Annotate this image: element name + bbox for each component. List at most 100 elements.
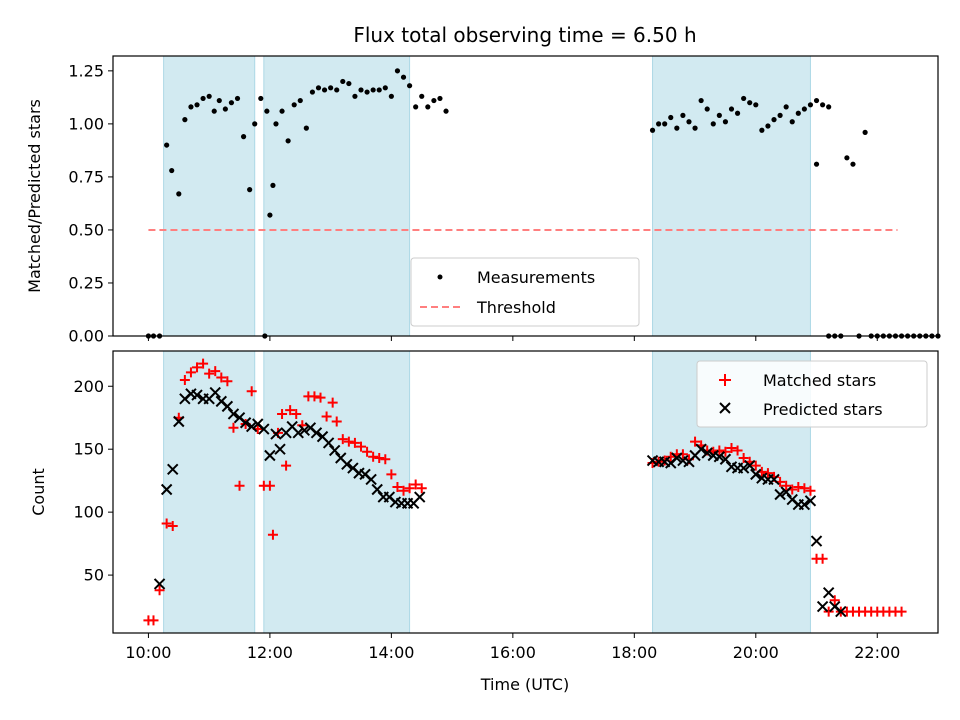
- top-legend: Measurements Threshold: [410, 257, 640, 327]
- y-tick-label: 1.25: [68, 61, 104, 80]
- predicted-point: [695, 443, 707, 455]
- bottom-panel: 50 100 150 200 10:00 12:00 14:00 16:00 18:00 20:…: [29, 350, 939, 694]
- matched-point: [167, 520, 178, 531]
- measurement-point: [188, 104, 194, 110]
- y-tick-label: 50: [84, 566, 104, 585]
- bottom-marks: [143, 358, 907, 626]
- x-tick-label: 16:00: [490, 643, 536, 662]
- predicted-point: [798, 498, 811, 511]
- matched-point: [726, 442, 737, 453]
- shaded-interval: [163, 350, 256, 634]
- predicted-point: [804, 495, 817, 507]
- top-y-axis-title: Matched/Predicted stars: [25, 99, 44, 293]
- y-tick-label: 100: [73, 503, 104, 522]
- bottom-y-axis-title: Count: [29, 468, 48, 516]
- measurement-point: [321, 87, 328, 93]
- measurement-point: [692, 125, 698, 131]
- measurement-point: [826, 104, 832, 110]
- measurement-point: [795, 110, 801, 116]
- predicted-point: [310, 427, 323, 439]
- measurement-point: [443, 108, 449, 114]
- predicted-point: [209, 386, 221, 399]
- measurement-point: [850, 161, 856, 167]
- measurement-point: [176, 191, 182, 197]
- matched-point: [154, 585, 165, 596]
- matched-point: [392, 481, 403, 492]
- predicted-point: [713, 451, 726, 463]
- matched-point: [781, 480, 792, 491]
- measurement-point: [662, 121, 668, 127]
- measurement-point: [710, 121, 716, 127]
- x-tick-label: 20:00: [733, 643, 779, 662]
- y-tick-label: 150: [73, 440, 104, 459]
- matched-point: [805, 485, 816, 496]
- y-tick-label: 0.75: [68, 167, 104, 186]
- bottom-y-ticks: 50 100 150 200: [73, 377, 113, 585]
- matched-point: [732, 445, 743, 456]
- measurement-point: [240, 134, 247, 140]
- measurement-point: [419, 93, 425, 99]
- matched-point: [690, 436, 701, 447]
- measurement-point: [291, 102, 297, 108]
- measurement-point: [273, 121, 279, 127]
- measurement-point: [328, 85, 334, 91]
- predicted-point: [245, 420, 258, 433]
- y-tick-label: 0.25: [68, 273, 104, 292]
- measurement-point: [400, 74, 407, 80]
- predicted-point: [737, 462, 750, 474]
- x-tick-label: 10:00: [125, 643, 171, 662]
- measurement-point: [394, 68, 401, 74]
- matched-point: [161, 518, 172, 529]
- y-tick-label: 0.00: [68, 327, 104, 346]
- top-y-ticks: 0.00 0.25 0.50 0.75 1.00 1.25: [68, 61, 113, 346]
- measurement-point: [334, 87, 340, 93]
- measurement-point: [297, 97, 303, 104]
- measurement-point: [771, 117, 777, 123]
- measurement-point: [789, 119, 795, 125]
- predicted-point: [322, 437, 335, 449]
- measurement-point: [303, 125, 309, 131]
- measurement-point: [169, 167, 175, 174]
- matched-point: [410, 479, 421, 490]
- matched-point: [315, 392, 326, 403]
- bottom-legend-box: [696, 360, 928, 428]
- measurement-point: [686, 119, 692, 125]
- matched-point: [368, 451, 379, 462]
- predicted-point: [153, 578, 166, 590]
- measurement-point: [228, 100, 235, 106]
- matched-point: [829, 595, 840, 606]
- shaded-interval: [652, 55, 811, 337]
- bottom-x-ticks: 10:00 12:00 14:00 16:00 18:00 20:00 22:00: [125, 633, 900, 662]
- measurement-point: [413, 104, 419, 110]
- legend-matched-label: Matched stars: [763, 371, 876, 390]
- measurement-point: [431, 97, 437, 104]
- matched-point: [327, 397, 338, 408]
- matched-point: [398, 485, 409, 496]
- measurement-point: [247, 187, 253, 193]
- matched-point: [416, 483, 427, 494]
- measurement-point: [270, 182, 276, 188]
- matched-point: [380, 454, 391, 465]
- predicted-point: [341, 458, 353, 471]
- measurement-point: [315, 85, 322, 91]
- matched-point: [216, 372, 227, 383]
- predicted-point: [221, 400, 234, 413]
- measurement-point: [376, 87, 382, 93]
- predicted-point: [744, 459, 756, 472]
- matched-point: [267, 529, 278, 540]
- matched-point: [321, 411, 332, 422]
- matched-point: [281, 460, 292, 471]
- matched-point: [192, 362, 203, 373]
- measurement-point: [211, 108, 217, 114]
- measurement-point: [388, 93, 394, 99]
- measurement-point: [656, 121, 662, 127]
- predicted-point: [365, 473, 377, 486]
- matched-point: [337, 434, 348, 445]
- matched-point: [823, 606, 834, 617]
- measurement-point: [813, 97, 820, 104]
- measurement-point: [364, 89, 370, 95]
- measurement-point: [206, 93, 212, 99]
- matched-point: [228, 422, 239, 433]
- measurement-point: [674, 125, 680, 131]
- measurement-point: [200, 95, 206, 102]
